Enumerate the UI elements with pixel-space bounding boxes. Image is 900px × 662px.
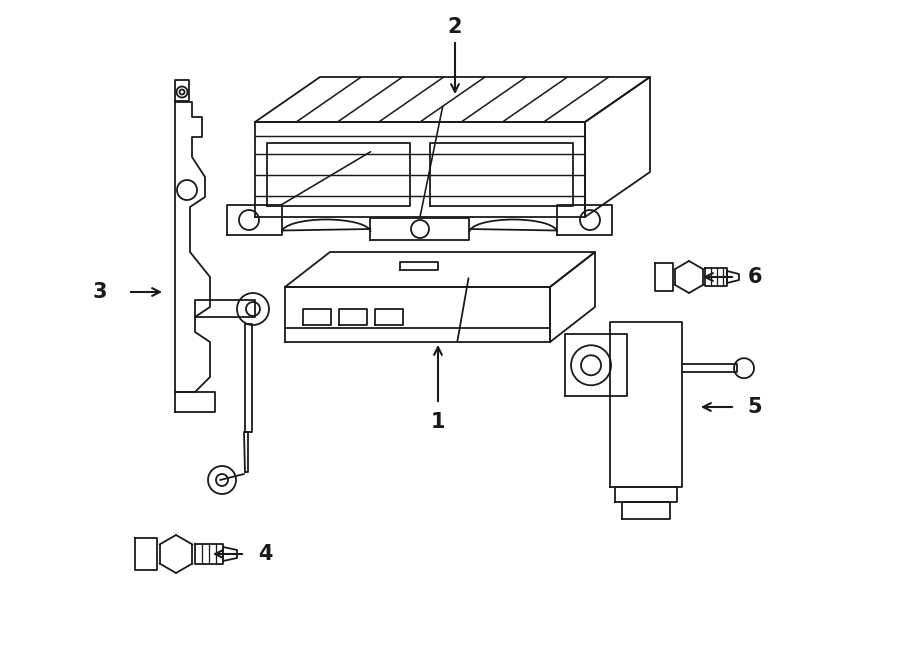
Text: 5: 5 <box>748 397 762 417</box>
Text: 2: 2 <box>448 17 463 37</box>
Text: 4: 4 <box>257 544 272 564</box>
Text: 3: 3 <box>93 282 107 302</box>
Text: 6: 6 <box>748 267 762 287</box>
Text: 1: 1 <box>431 412 446 432</box>
